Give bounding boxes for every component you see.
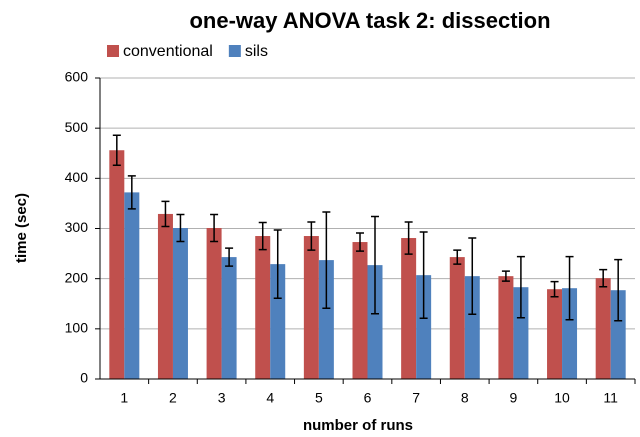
y-tick-label: 600 (65, 69, 89, 85)
error-bar (565, 255, 574, 321)
y-tick-label: 200 (65, 269, 89, 285)
bar (221, 257, 237, 379)
x-tick-label: 7 (412, 390, 420, 406)
bar (562, 288, 578, 379)
y-tick-label: 500 (65, 119, 89, 135)
error-bar (356, 232, 364, 252)
y-tick-label: 300 (65, 219, 89, 235)
error-bar (258, 221, 267, 251)
legend-label: sils (245, 43, 268, 60)
x-tick-label: 6 (364, 390, 372, 406)
bar (416, 275, 432, 379)
y-axis-label: time (sec) (13, 193, 30, 263)
error-bar (161, 200, 170, 228)
error-bar (516, 255, 525, 319)
bar (124, 192, 140, 379)
error-bar (273, 229, 282, 299)
bar (513, 287, 529, 379)
x-tick-label: 1 (120, 390, 128, 406)
x-tick-label: 9 (510, 390, 518, 406)
error-bar (322, 211, 331, 310)
chart-title: one-way ANOVA task 2: dissection (189, 8, 550, 33)
error-bar (127, 175, 136, 210)
bar (610, 290, 626, 379)
x-tick-label: 4 (266, 390, 274, 406)
bar (157, 213, 173, 379)
legend-swatch (228, 45, 241, 57)
bar (206, 227, 222, 379)
bar (352, 242, 368, 379)
bar (172, 227, 188, 379)
error-bar (210, 213, 219, 243)
bar (595, 278, 611, 379)
y-tick-label: 100 (65, 320, 89, 336)
x-tick-label: 2 (169, 390, 177, 406)
bar (109, 150, 125, 379)
error-bar (453, 249, 462, 265)
error-bar (501, 270, 510, 282)
error-bar (550, 280, 559, 298)
bar (367, 265, 383, 379)
x-tick-label: 5 (315, 390, 323, 406)
legend-swatch (107, 45, 119, 57)
x-tick-label: 3 (218, 390, 226, 406)
y-tick-label: 0 (80, 370, 88, 386)
x-axis-label: number of runs (303, 417, 413, 434)
bar (449, 257, 465, 379)
x-tick-label: 8 (461, 390, 469, 406)
legend-label: conventional (123, 43, 213, 60)
bar (498, 276, 514, 379)
bar (464, 276, 480, 379)
error-bar (176, 213, 185, 243)
y-tick-label: 400 (65, 169, 89, 185)
bar (401, 238, 417, 379)
error-bar (225, 247, 234, 267)
bar (318, 260, 334, 379)
bar (270, 264, 286, 379)
x-tick-label: 10 (554, 390, 570, 406)
bar (303, 236, 319, 379)
error-bar (599, 268, 608, 288)
bar (255, 236, 271, 379)
bar (547, 289, 563, 379)
error-bar (112, 134, 121, 167)
error-bar (468, 237, 477, 316)
x-tick-label: 11 (603, 390, 618, 406)
error-bar (419, 231, 428, 320)
error-bar (404, 221, 413, 255)
error-bar (614, 258, 623, 322)
error-bar (371, 215, 379, 315)
error-bar (307, 221, 316, 251)
